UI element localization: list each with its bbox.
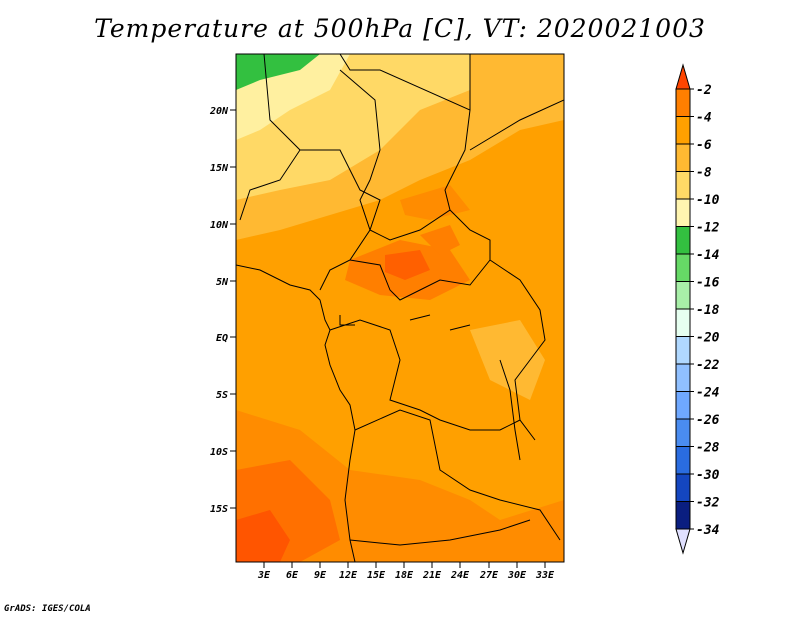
colorbar-label: -8	[696, 166, 712, 181]
lat-label: 15S	[210, 504, 228, 515]
colorbar: -2 -4 -6 -8 -10 -12 -14 -16 -18 -20 -22 -24 -26 -28 -3…	[675, 63, 720, 555]
lon-tick: 6E	[286, 562, 299, 581]
lon-label: 15E	[367, 570, 386, 581]
lat-label: 20N	[209, 106, 229, 117]
colorbar-label: -26	[696, 413, 720, 428]
colorbar-swatch	[675, 143, 691, 172]
lat-tick: 5S	[216, 390, 236, 401]
lat-label: EQ	[216, 333, 228, 344]
colorbar-swatch	[675, 116, 691, 145]
colorbar-label: -18	[696, 303, 720, 318]
longitude-axis: 3E 6E 9E 12E 15E 18E 21E 24E 27E 30E 33E	[257, 562, 555, 581]
colorbar-swatch	[675, 226, 691, 255]
colorbar-swatch	[675, 198, 691, 227]
colorbar-label: -4	[696, 111, 712, 126]
colorbar-swatch	[675, 391, 691, 420]
lon-tick: 3E	[257, 562, 271, 581]
lon-label: 30E	[507, 570, 527, 581]
map-frame	[235, 53, 565, 563]
colorbar-swatch	[675, 446, 691, 475]
colorbar-swatch	[675, 253, 691, 282]
lon-tick: 27E	[479, 562, 499, 581]
lat-tick: 10N	[210, 220, 236, 231]
lon-tick: 18E	[395, 562, 414, 581]
lon-label: 9E	[314, 570, 327, 581]
colorbar-label: -6	[696, 138, 712, 153]
colorbar-label: -20	[696, 331, 720, 346]
colorbar-label: -24	[696, 386, 720, 401]
map-title: Temperature at 500hPa [C], VT: 202002100…	[94, 14, 706, 43]
colorbar-label: -2	[696, 83, 712, 98]
lat-tick: 5N	[216, 277, 236, 288]
lat-label: 5N	[216, 277, 229, 288]
lon-label: 3E	[257, 570, 271, 581]
colorbar-label: -12	[696, 221, 720, 236]
colorbar-label: -30	[696, 468, 720, 483]
colorbar-swatch	[675, 501, 691, 530]
lat-label: 5S	[216, 390, 228, 401]
colorbar-label: -16	[696, 276, 720, 291]
colorbar-swatch	[675, 363, 691, 392]
latitude-axis: 20N 15N 10N 5N EQ 5S 10S 15S	[209, 106, 236, 515]
lon-label: 27E	[479, 570, 499, 581]
lat-label: 10N	[210, 220, 229, 231]
lat-label: 15N	[210, 163, 229, 174]
colorbar-label: -34	[696, 523, 720, 538]
lon-tick: 30E	[507, 562, 527, 581]
colorbar-label: -28	[696, 441, 720, 456]
lon-label: 21E	[422, 570, 442, 581]
boundaries	[236, 54, 564, 562]
lon-label: 18E	[395, 570, 414, 581]
lon-tick: 21E	[422, 562, 442, 581]
lat-tick: 10S	[210, 447, 236, 458]
colorbar-top-arrow	[675, 63, 691, 90]
lat-tick: 15S	[210, 504, 236, 515]
lon-label: 6E	[286, 570, 299, 581]
colorbar-swatch	[675, 308, 691, 337]
lat-tick: 20N	[209, 106, 236, 117]
colorbar-swatch	[675, 418, 691, 447]
lat-tick: EQ	[216, 333, 236, 344]
colorbar-label: -22	[696, 358, 720, 373]
colorbar-label: -14	[696, 248, 720, 263]
colorbar-swatch	[675, 473, 691, 502]
colorbar-swatch	[675, 281, 691, 310]
temperature-field	[236, 54, 564, 562]
grads-credit: GrADS: IGES/COLA	[4, 604, 91, 614]
lon-tick: 15E	[367, 562, 386, 581]
lon-label: 12E	[339, 570, 358, 581]
colorbar-bottom-arrow	[675, 528, 691, 555]
lon-label: 33E	[535, 570, 555, 581]
colorbar-label: -10	[696, 193, 720, 208]
colorbar-swatch	[675, 88, 691, 117]
colorbar-swatch	[675, 171, 691, 200]
lon-tick: 33E	[535, 562, 555, 581]
colorbar-label: -32	[696, 496, 720, 511]
lon-tick: 12E	[339, 562, 358, 581]
lat-tick: 15N	[210, 163, 236, 174]
lon-tick: 24E	[450, 562, 470, 581]
lon-tick: 9E	[314, 562, 327, 581]
colorbar-swatch	[675, 336, 691, 365]
lat-label: 10S	[210, 447, 228, 458]
lon-label: 24E	[450, 570, 470, 581]
